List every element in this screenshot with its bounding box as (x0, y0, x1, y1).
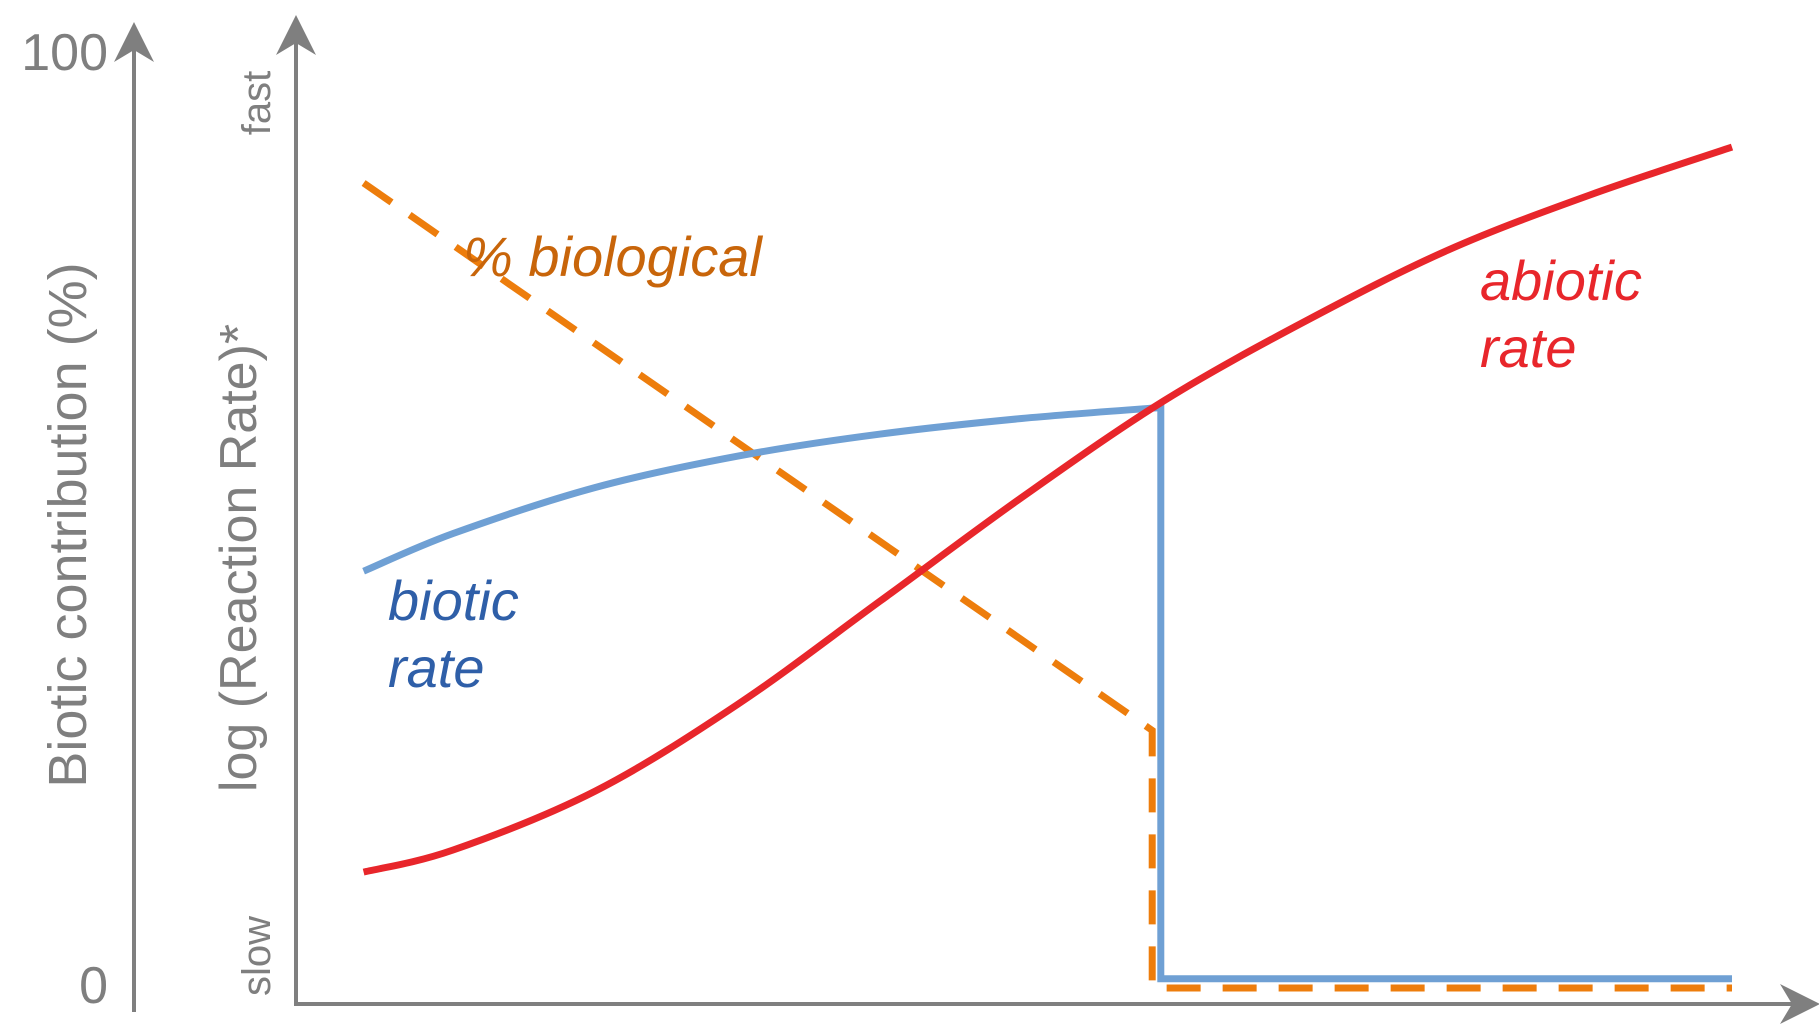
series-label-biotic-line1: biotic (388, 569, 519, 632)
series-label-abiotic-line2: rate (1480, 316, 1577, 379)
series-layer (361, 143, 1734, 992)
secondary-y-tick-100: 100 (21, 24, 108, 82)
y-tick-slow: slow (235, 916, 279, 996)
series-line-biotic-rate (362, 403, 1732, 983)
series-label-biological: % biological (463, 225, 763, 288)
secondary-y-axis-label: Biotic contribution (%) (38, 262, 98, 787)
series-label-biotic-line2: rate (388, 636, 485, 699)
series-line-biological (361, 180, 1732, 992)
y-tick-fast: fast (235, 71, 279, 135)
series-label-abiotic-line1: abiotic (1480, 249, 1642, 312)
series-line-abiotic-rate (362, 143, 1734, 876)
y-axis-label: log (Reaction Rate)* (210, 324, 268, 792)
secondary-y-tick-0: 0 (79, 957, 108, 1015)
